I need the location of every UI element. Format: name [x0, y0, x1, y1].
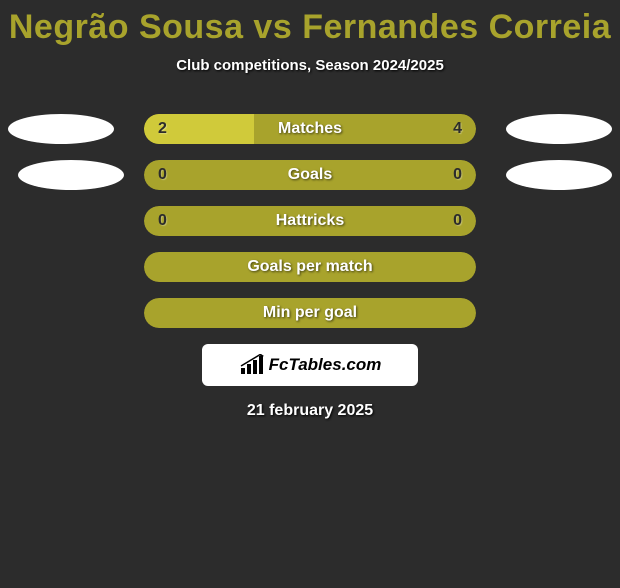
bar-value-right: 0: [453, 212, 462, 230]
avatar-left-goals: [18, 160, 124, 190]
bar-label: Matches: [144, 120, 476, 138]
stat-row-goals: 0 Goals 0: [0, 160, 620, 190]
bar-label: Hattricks: [144, 212, 476, 230]
page-title: Negrão Sousa vs Fernandes Correia: [0, 8, 620, 47]
avatar-left-matches: [8, 114, 114, 144]
brand-text: FcTables.com: [269, 355, 382, 375]
stat-row-hattricks: 0 Hattricks 0: [0, 206, 620, 236]
bar-value-right: 4: [453, 120, 462, 138]
bar-label: Min per goal: [144, 304, 476, 322]
avatar-right-goals: [506, 160, 612, 190]
brand-logo: FcTables.com: [202, 344, 418, 386]
bar-goals-per-match: Goals per match: [144, 252, 476, 282]
chart-icon: [239, 354, 265, 376]
bar-value-right: 0: [453, 166, 462, 184]
date-label: 21 february 2025: [0, 402, 620, 420]
avatar-right-matches: [506, 114, 612, 144]
bar-matches: 2 Matches 4: [144, 114, 476, 144]
stat-row-min-per-goal: Min per goal: [0, 298, 620, 328]
bar-hattricks: 0 Hattricks 0: [144, 206, 476, 236]
stat-row-matches: 2 Matches 4: [0, 114, 620, 144]
bar-label: Goals: [144, 166, 476, 184]
bar-min-per-goal: Min per goal: [144, 298, 476, 328]
stat-row-goals-per-match: Goals per match: [0, 252, 620, 282]
page-subtitle: Club competitions, Season 2024/2025: [0, 57, 620, 74]
comparison-chart: 2 Matches 4 0 Goals 0 0 Hattricks 0 Goal…: [0, 114, 620, 328]
bar-label: Goals per match: [144, 258, 476, 276]
bar-goals: 0 Goals 0: [144, 160, 476, 190]
